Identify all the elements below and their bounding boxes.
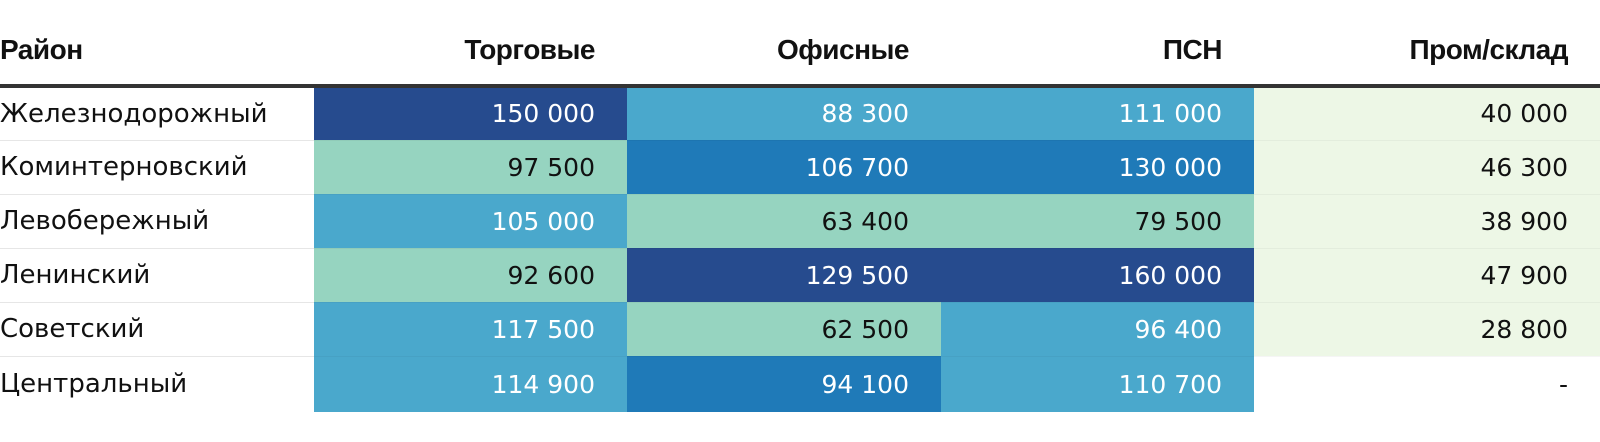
column-header-industrial: Пром/склад [1254,16,1600,88]
table-row: Коминтерновский 97 500 106 700 130 000 4… [0,140,1600,195]
column-header-office: Офисные [627,16,941,88]
industrial-value-cell: - [1254,356,1600,412]
column-header-psn: ПСН [941,16,1254,88]
psn-value-cell: 110 700 [941,356,1254,412]
district-name: Левобережный [0,194,314,249]
office-value-cell: 106 700 [627,140,941,195]
district-name: Советский [0,302,314,357]
industrial-value-cell: 46 300 [1254,140,1600,195]
table-row: Левобережный 105 000 63 400 79 500 38 90… [0,194,1600,249]
district-name: Железнодорожный [0,86,314,141]
retail-value-cell: 117 500 [314,302,627,357]
column-header-retail: Торговые [314,16,627,88]
table-header-row: Район Торговые Офисные ПСН Пром/склад [0,16,1600,88]
price-heatmap-table: Район Торговые Офисные ПСН Пром/склад Же… [0,16,1600,412]
office-value-cell: 94 100 [627,356,941,412]
industrial-value-cell: 47 900 [1254,248,1600,303]
psn-value-cell: 79 500 [941,194,1254,249]
district-name: Коминтерновский [0,140,314,195]
retail-value-cell: 150 000 [314,86,627,141]
retail-value-cell: 114 900 [314,356,627,412]
office-value-cell: 63 400 [627,194,941,249]
psn-value-cell: 111 000 [941,86,1254,141]
district-name: Центральный [0,369,188,400]
industrial-value-cell: 40 000 [1254,86,1600,141]
table-row: Советский 117 500 62 500 96 400 28 800 [0,302,1600,357]
table-row: Железнодорожный 150 000 88 300 111 000 4… [0,86,1600,141]
industrial-value-cell: 38 900 [1254,194,1600,249]
retail-value-cell: 97 500 [314,140,627,195]
table-row: Центральный 114 900 94 100 110 700 - [0,356,1600,412]
psn-value-cell: 96 400 [941,302,1254,357]
office-value-cell: 129 500 [627,248,941,303]
psn-value-cell: 130 000 [941,140,1254,195]
office-value-cell: 62 500 [627,302,941,357]
retail-value-cell: 92 600 [314,248,627,303]
district-name: Ленинский [0,248,314,303]
psn-value-cell: 160 000 [941,248,1254,303]
table-row: Ленинский 92 600 129 500 160 000 47 900 [0,248,1600,303]
office-value-cell: 88 300 [627,86,941,141]
industrial-value-cell: 28 800 [1254,302,1600,357]
column-header-district: Район [0,16,314,88]
retail-value-cell: 105 000 [314,194,627,249]
